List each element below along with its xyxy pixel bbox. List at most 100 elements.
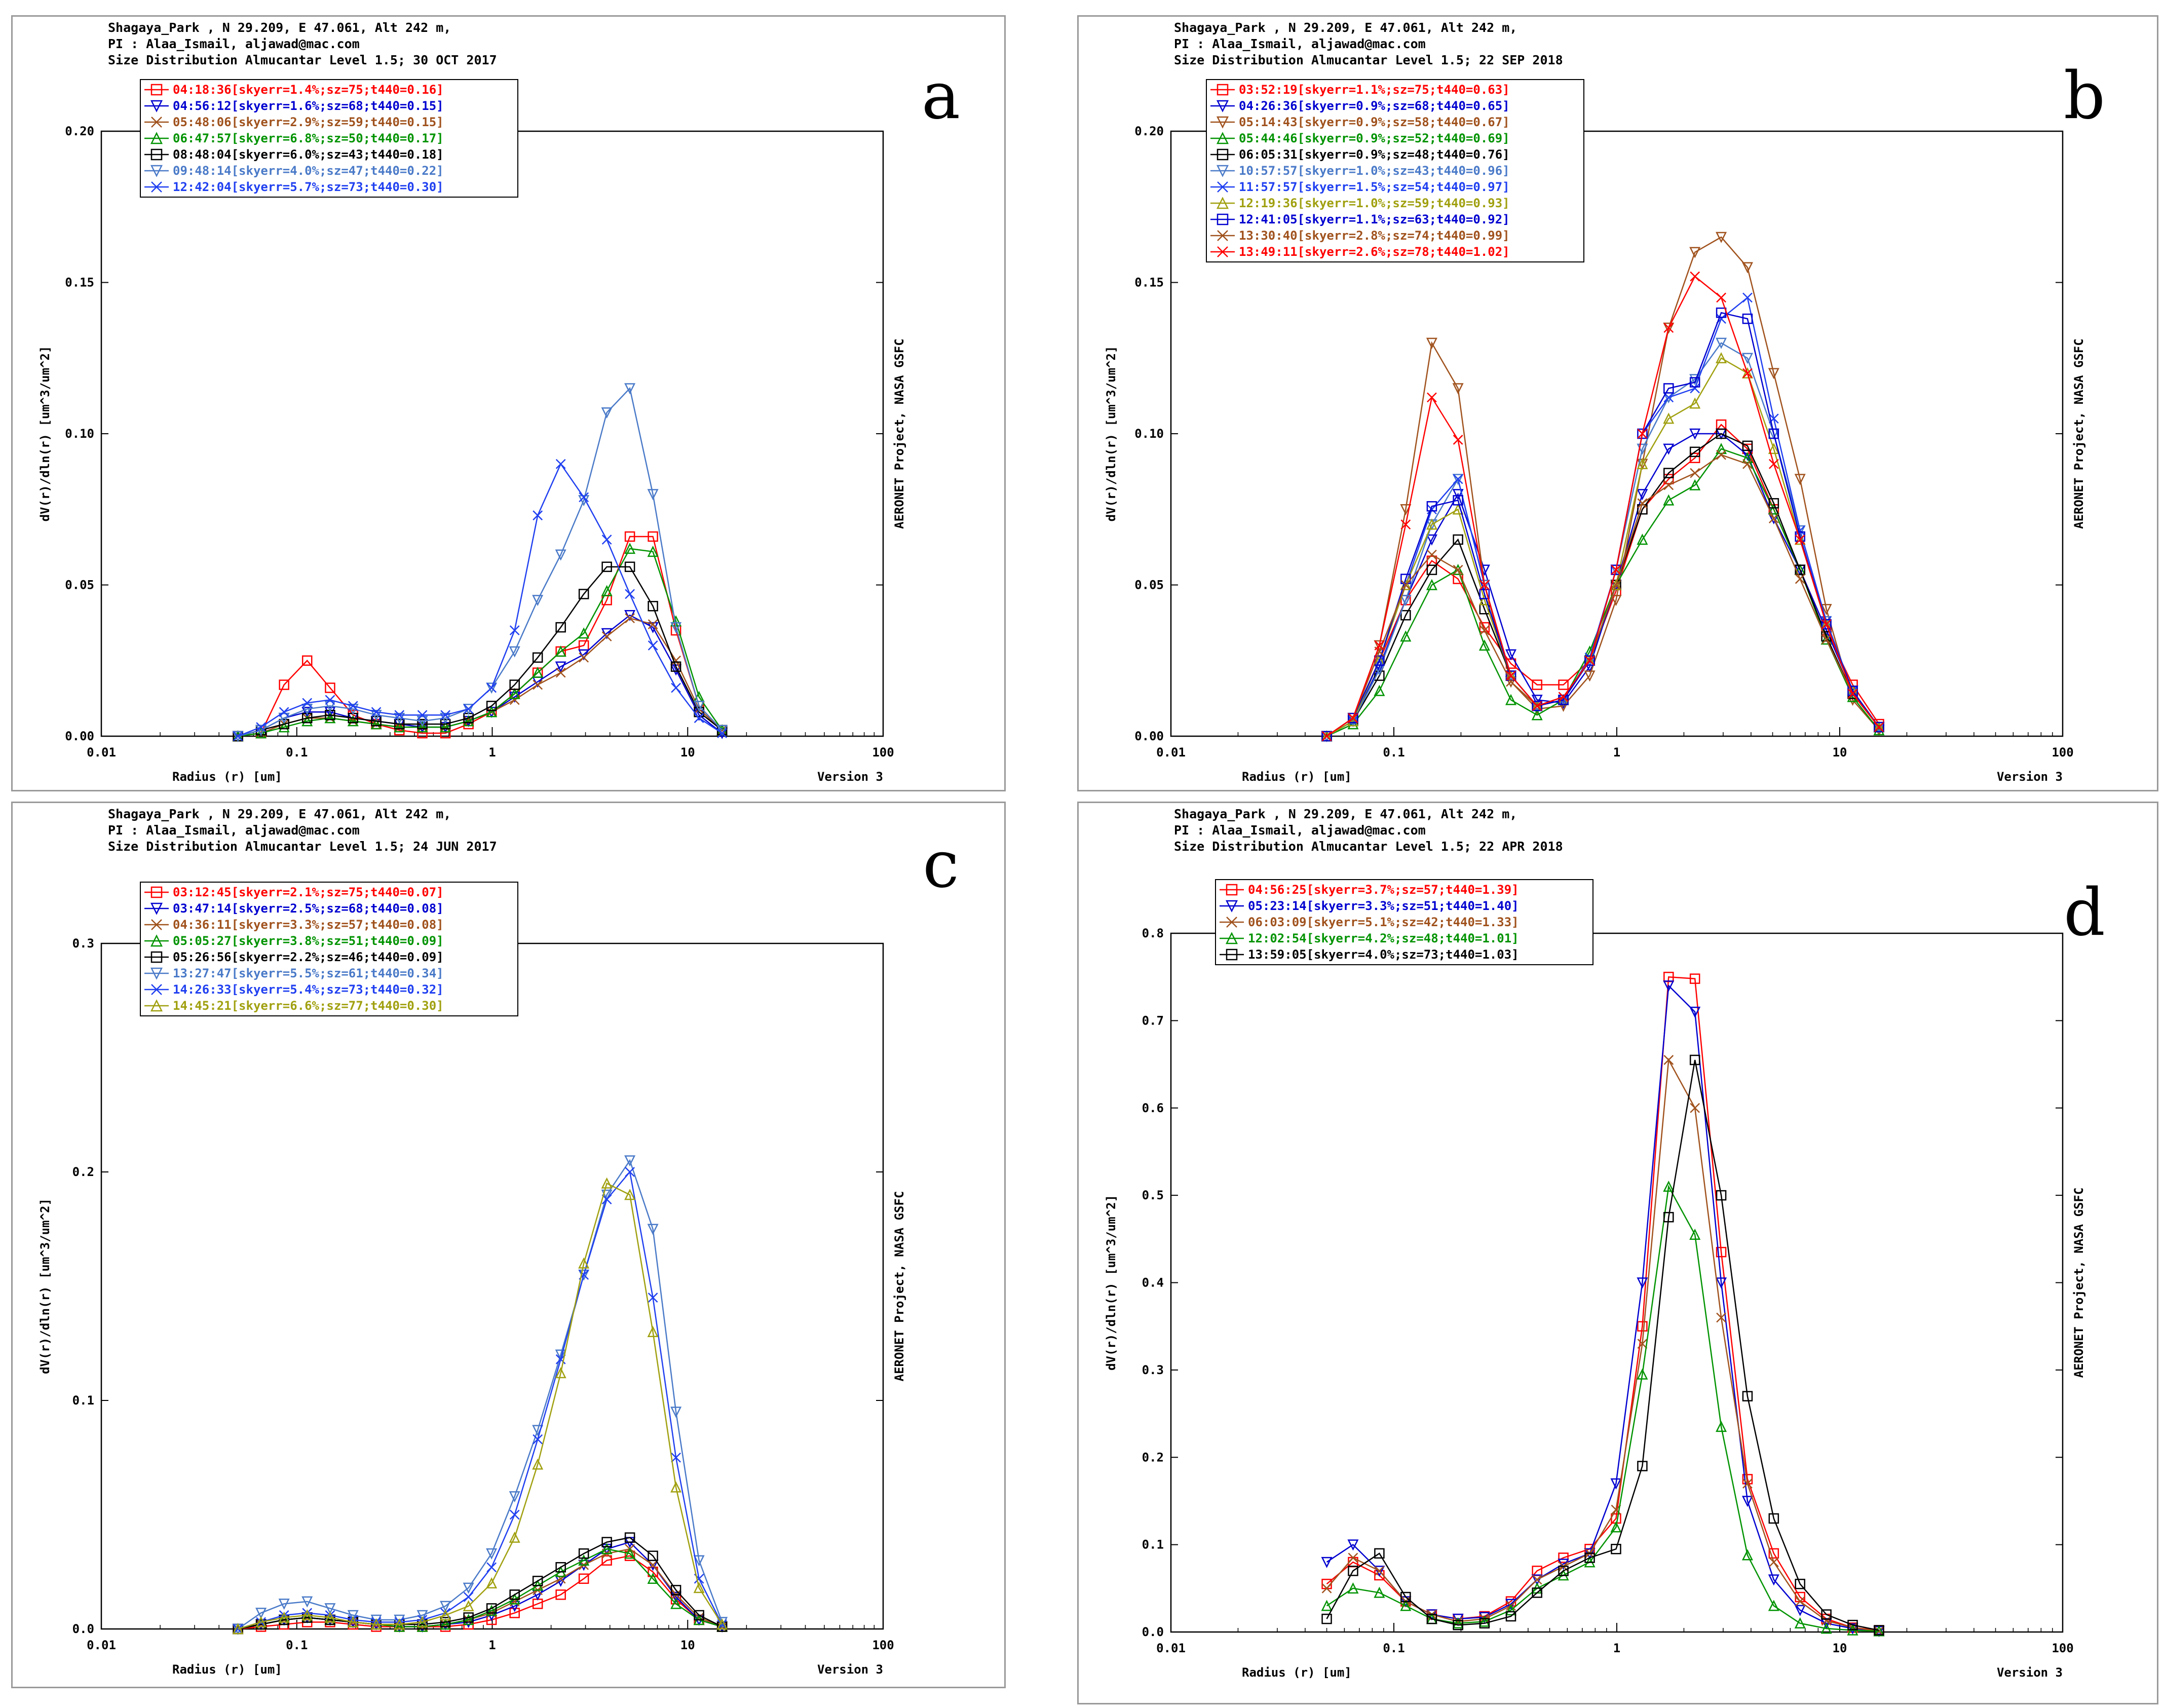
data-point [1505, 1604, 1517, 1616]
data-point [1742, 292, 1753, 303]
legend-marker [151, 919, 162, 930]
data-point [1663, 480, 1674, 490]
data-point [1321, 731, 1332, 742]
data-point [1506, 670, 1516, 681]
data-point [1531, 1574, 1543, 1586]
panel-letter: d [2064, 875, 2105, 951]
data-point [1689, 1228, 1701, 1240]
data-point [417, 710, 428, 720]
data-point [1532, 1587, 1542, 1598]
data-point [1611, 564, 1621, 575]
data-point [1374, 670, 1385, 681]
data-point [463, 715, 474, 727]
data-point [1768, 1557, 1779, 1567]
legend-marker [1216, 197, 1229, 209]
series-line [1326, 236, 1880, 737]
data-point [1558, 695, 1569, 705]
pi-header: PI : Alaa_Ismail, aljawad@mac.com [108, 823, 360, 838]
legend-entry: 12:42:04[skyerr=5.7%;sz=73;t440=0.30] [173, 180, 444, 194]
data-point [717, 728, 728, 738]
data-point [694, 1610, 704, 1621]
data-point [1479, 589, 1490, 599]
data-point [301, 706, 313, 718]
legend-entry: 12:41:05[skyerr=1.1%;sz=63;t440=0.92] [1239, 212, 1510, 226]
data-point [625, 613, 635, 624]
data-point [1795, 1578, 1805, 1589]
series-7 [233, 459, 728, 741]
data-point [1742, 1391, 1753, 1401]
data-point [1689, 1006, 1701, 1018]
series-line [238, 1182, 723, 1630]
data-point [1689, 428, 1701, 440]
y-tick-label: 0.2 [72, 1165, 94, 1179]
series-line [1326, 448, 1880, 737]
data-point [1347, 1539, 1359, 1551]
legend-marker [150, 165, 163, 177]
series-4 [232, 543, 728, 742]
legend-marker [150, 100, 163, 112]
data-point [1794, 474, 1806, 485]
series-line [238, 536, 723, 737]
data-point [1531, 709, 1543, 720]
legend-entry: 03:52:19[skyerr=1.1%;sz=75;t440=0.63] [1239, 83, 1510, 97]
side-credit-label: AERONET Project, NASA GSFC [2072, 1188, 2086, 1378]
series-8 [1321, 352, 1885, 742]
data-point [1558, 692, 1569, 702]
y-tick-label: 0.0 [1142, 1625, 1164, 1639]
data-point [416, 1616, 428, 1627]
chart-subtitle: Size Distribution Almucantar Level 1.5; … [1174, 839, 1563, 854]
x-axis-label: Radius (r) [um] [172, 1662, 282, 1677]
data-point [394, 725, 405, 736]
data-point [1821, 634, 1832, 644]
version-label: Version 3 [817, 1662, 883, 1677]
y-tick-label: 0.1 [72, 1393, 94, 1408]
data-point [416, 1610, 428, 1621]
pi-header: PI : Alaa_Ismail, aljawad@mac.com [1174, 823, 1426, 838]
data-point [278, 721, 290, 733]
data-point [1741, 1496, 1753, 1507]
data-point [1637, 1368, 1648, 1380]
data-point [1847, 689, 1858, 699]
x-tick-label: 0.01 [87, 1638, 116, 1652]
data-point [1374, 685, 1385, 696]
x-tick-label: 10 [680, 1638, 695, 1652]
series-line [238, 463, 723, 737]
data-point [1663, 383, 1674, 394]
series-line [238, 387, 723, 737]
legend-entry: 13:27:47[skyerr=5.5%;sz=61;t440=0.34] [173, 966, 444, 980]
chart-subtitle: Size Distribution Almucantar Level 1.5; … [1174, 53, 1563, 67]
data-point [278, 1599, 290, 1610]
data-point [1637, 443, 1648, 455]
data-point [1689, 1054, 1700, 1066]
data-point [509, 646, 520, 658]
data-point [671, 1452, 681, 1463]
data-point [1689, 377, 1700, 388]
data-point [1663, 1211, 1674, 1223]
data-point [302, 698, 313, 708]
data-point [1690, 271, 1700, 282]
data-point [1374, 1566, 1385, 1576]
y-tick-label: 0.2 [1142, 1450, 1164, 1464]
site-header: Shagaya_Park , N 29.209, E 47.061, Alt 2… [108, 20, 451, 35]
legend-entry: 13:30:40[skyerr=2.8%;sz=74;t440=0.99] [1239, 229, 1510, 243]
legend-entry: 05:23:14[skyerr=3.3%;sz=51;t440=1.40] [1248, 899, 1519, 913]
data-point [647, 489, 659, 501]
site-header: Shagaya_Park , N 29.209, E 47.061, Alt 2… [1174, 807, 1517, 821]
x-axis-label: Radius (r) [um] [172, 770, 282, 784]
data-point [648, 1550, 658, 1561]
data-point [463, 1600, 474, 1612]
legend-marker [150, 967, 163, 980]
data-point [1741, 367, 1753, 378]
data-point [1768, 513, 1779, 524]
data-point [394, 1618, 405, 1630]
data-point [1400, 504, 1412, 516]
data-point [232, 731, 244, 742]
data-point [232, 1623, 244, 1635]
data-point [1847, 1619, 1858, 1630]
data-point [578, 1548, 589, 1559]
data-point [1453, 474, 1463, 484]
x-tick-label: 0.1 [1383, 745, 1404, 760]
data-point [1847, 1624, 1858, 1636]
legend: 04:56:25[skyerr=3.7%;sz=57;t440=1.39] 05:… [1215, 879, 1593, 965]
data-point [648, 601, 658, 612]
